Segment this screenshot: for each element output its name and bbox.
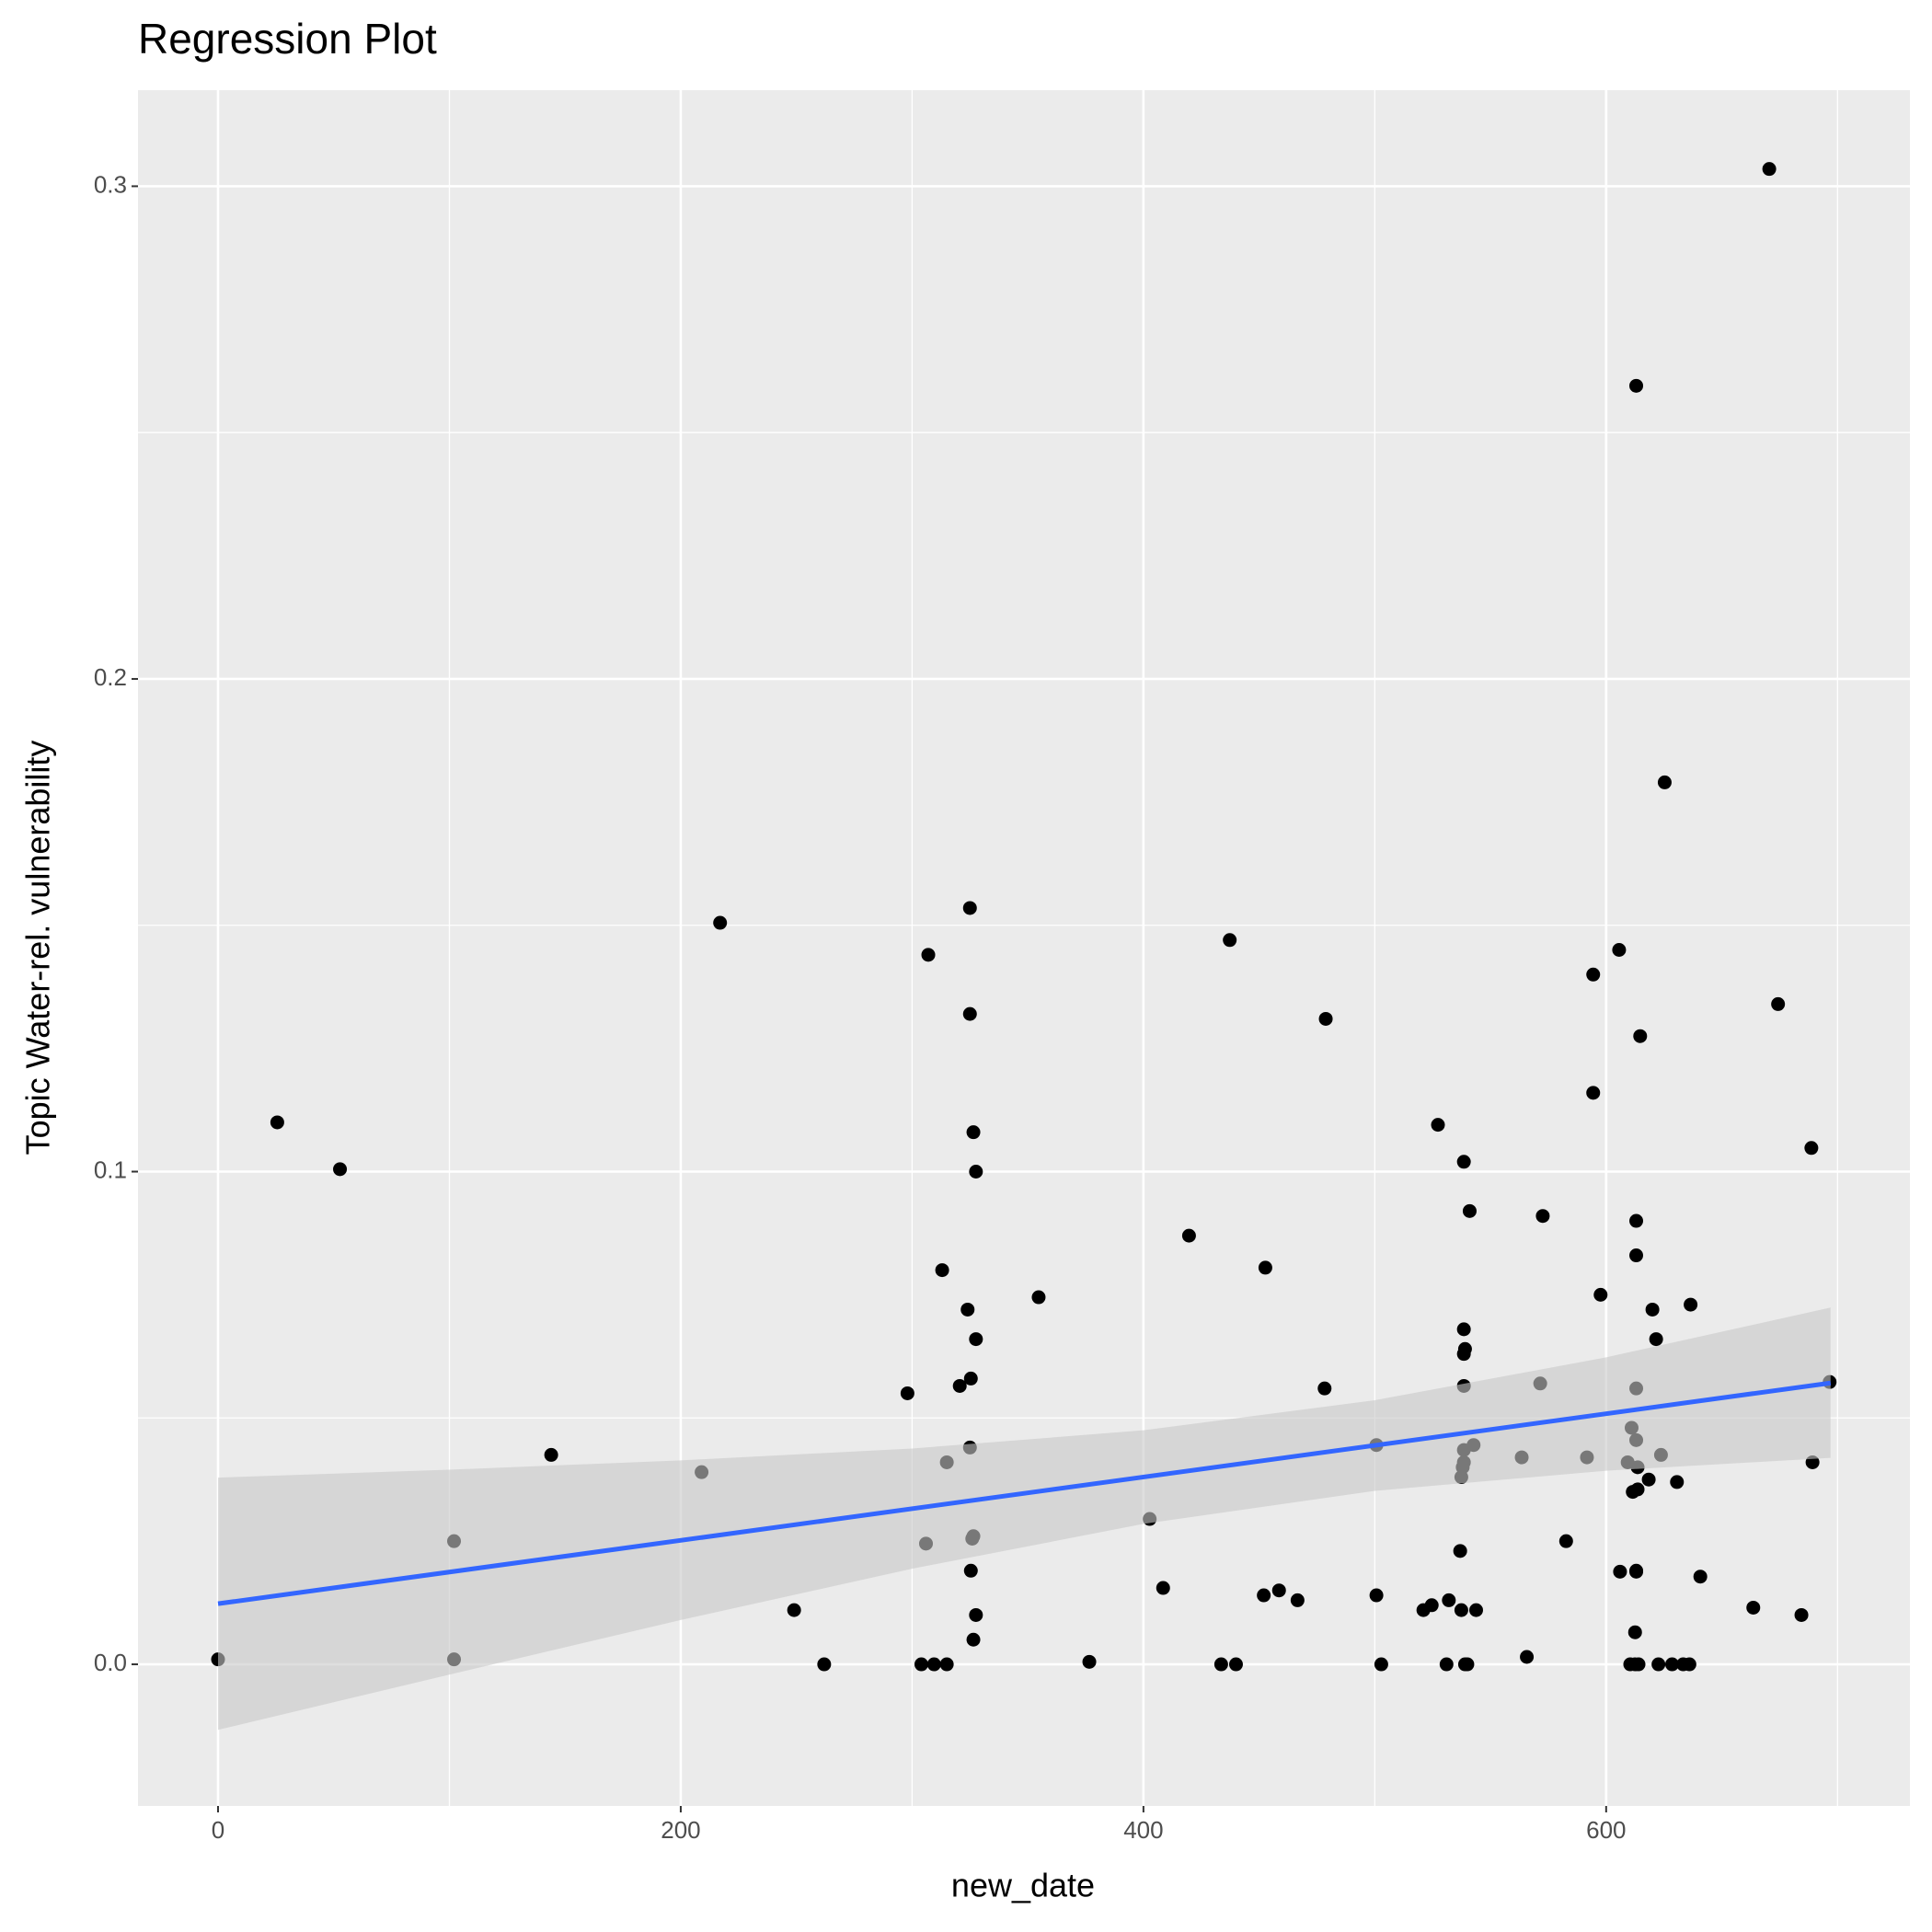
- point: [1682, 1657, 1696, 1672]
- point: [1794, 1607, 1809, 1622]
- point: [966, 1125, 981, 1140]
- point: [1258, 1260, 1272, 1275]
- x-tick-label: 0: [212, 1816, 224, 1844]
- point: [1633, 1029, 1648, 1043]
- y-tick-label: 0.0: [94, 1649, 127, 1676]
- point: [1228, 1657, 1243, 1672]
- point: [1374, 1657, 1388, 1672]
- chart-title: Regression Plot: [138, 15, 437, 63]
- point: [1454, 1603, 1468, 1617]
- point: [1223, 933, 1237, 948]
- point: [1645, 1302, 1660, 1317]
- point: [939, 1657, 954, 1672]
- point: [900, 1386, 914, 1400]
- point: [1558, 1534, 1573, 1548]
- point: [969, 1164, 983, 1179]
- y-tick-label: 0.1: [94, 1156, 127, 1183]
- point: [1257, 1588, 1271, 1603]
- point: [1586, 967, 1601, 982]
- point: [1629, 378, 1644, 393]
- point: [1442, 1593, 1456, 1607]
- point: [969, 1607, 983, 1622]
- point: [1468, 1603, 1483, 1617]
- point: [1804, 1141, 1819, 1156]
- point: [1629, 1248, 1644, 1263]
- point: [1535, 1209, 1550, 1224]
- point: [1651, 1657, 1666, 1672]
- point: [544, 1447, 558, 1462]
- point: [926, 1657, 941, 1672]
- point: [1453, 1544, 1467, 1558]
- point: [921, 948, 936, 962]
- y-tick-label: 0.3: [94, 170, 127, 198]
- point: [963, 1371, 978, 1386]
- point: [963, 1563, 978, 1578]
- point: [1457, 1341, 1472, 1356]
- point: [914, 1657, 928, 1672]
- point: [1424, 1598, 1439, 1613]
- x-tick-label: 400: [1123, 1816, 1163, 1844]
- point: [1520, 1650, 1535, 1664]
- point: [1439, 1657, 1454, 1672]
- point: [1369, 1588, 1384, 1603]
- point: [1290, 1593, 1305, 1607]
- point: [270, 1115, 284, 1130]
- point: [1082, 1654, 1097, 1669]
- point: [1462, 1203, 1477, 1218]
- point: [1629, 1564, 1644, 1579]
- point: [1613, 1564, 1627, 1579]
- point: [935, 1263, 949, 1278]
- x-tick-label: 200: [661, 1816, 700, 1844]
- point: [1762, 162, 1777, 177]
- point: [960, 1302, 975, 1317]
- y-axis-title: Topic Water-rel. vulnerability: [19, 741, 57, 1156]
- point: [713, 915, 728, 930]
- point: [1627, 1625, 1642, 1639]
- point: [969, 1332, 983, 1347]
- point: [817, 1657, 832, 1672]
- point: [1456, 1322, 1471, 1337]
- point: [1746, 1600, 1761, 1615]
- point: [1629, 1213, 1644, 1228]
- point: [1631, 1657, 1646, 1672]
- point: [1181, 1228, 1196, 1243]
- point: [962, 901, 977, 915]
- point: [962, 1006, 977, 1021]
- point: [1664, 1657, 1679, 1672]
- point: [1318, 1011, 1333, 1026]
- confidence-band: [218, 1307, 1831, 1731]
- point: [1586, 1086, 1601, 1100]
- point: [1460, 1657, 1475, 1672]
- point: [952, 1378, 967, 1393]
- point: [1593, 1287, 1608, 1302]
- point: [966, 1632, 981, 1647]
- point: [1612, 943, 1627, 958]
- point: [333, 1162, 348, 1177]
- x-tick-label: 600: [1586, 1816, 1626, 1844]
- point: [1670, 1475, 1685, 1489]
- point: [787, 1603, 801, 1617]
- point: [1271, 1583, 1286, 1598]
- regression-line: [217, 1380, 1832, 1606]
- point: [1431, 1118, 1445, 1133]
- point: [1456, 1155, 1471, 1169]
- point: [1031, 1290, 1046, 1305]
- point: [1317, 1381, 1332, 1396]
- point: [1684, 1297, 1698, 1312]
- point: [1649, 1332, 1663, 1347]
- y-tick-label: 0.2: [94, 663, 127, 691]
- point: [1213, 1657, 1228, 1672]
- point: [1156, 1581, 1170, 1595]
- point: [1630, 1482, 1645, 1497]
- point: [1693, 1570, 1708, 1584]
- x-axis-title: new_date: [951, 1867, 1095, 1904]
- point: [1657, 775, 1672, 789]
- point: [1641, 1472, 1656, 1487]
- point: [1771, 996, 1786, 1011]
